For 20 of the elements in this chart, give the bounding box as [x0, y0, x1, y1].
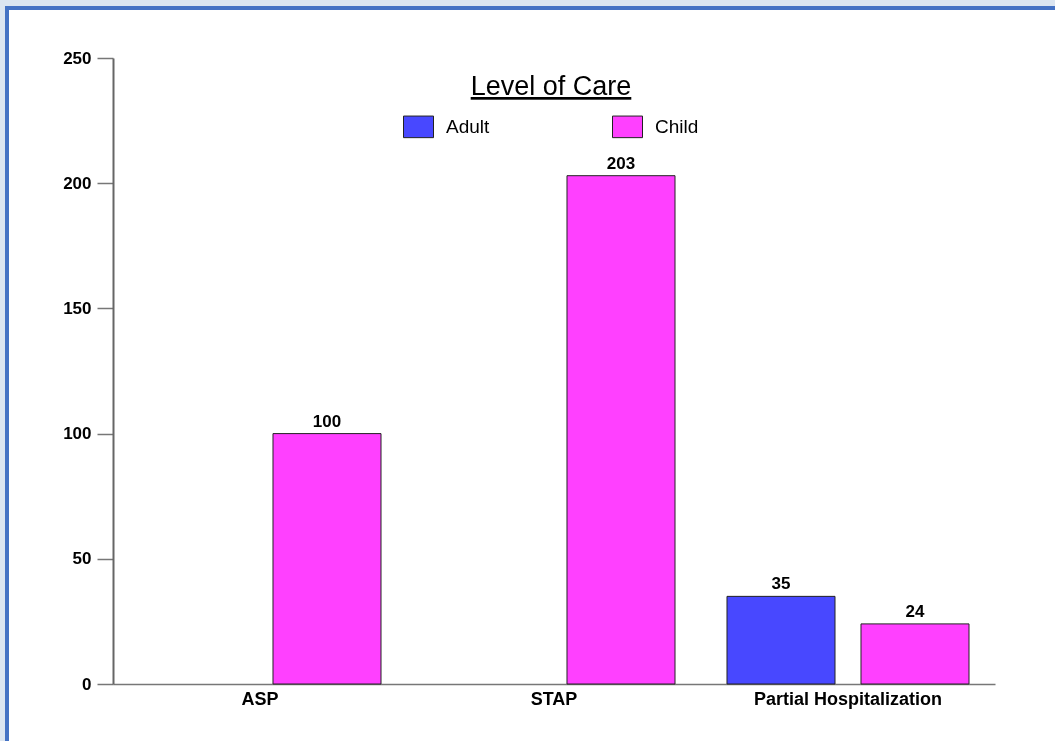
y-tick-label: 150 — [63, 298, 92, 318]
data-label: 203 — [606, 153, 636, 173]
y-tick-label: 200 — [63, 173, 92, 193]
data-label: 24 — [905, 601, 925, 621]
y-tick-label: 50 — [72, 549, 92, 569]
legend-title: Level of Care — [470, 71, 632, 101]
bar — [566, 175, 676, 685]
bar — [860, 623, 970, 685]
bar — [726, 595, 836, 685]
x-tick-label: Partial Hospitalization — [753, 688, 943, 709]
data-label: 35 — [771, 574, 791, 594]
legend-label: Child — [655, 115, 699, 137]
bar — [272, 433, 382, 685]
x-tick-label: STAP — [530, 688, 578, 709]
y-tick-label: 250 — [63, 48, 92, 68]
y-tick-label: 100 — [63, 424, 92, 444]
y-tick-label: 0 — [82, 674, 92, 694]
x-tick-label: ASP — [241, 688, 279, 709]
data-label: 100 — [312, 411, 342, 431]
legend-label: Adult — [446, 115, 491, 137]
